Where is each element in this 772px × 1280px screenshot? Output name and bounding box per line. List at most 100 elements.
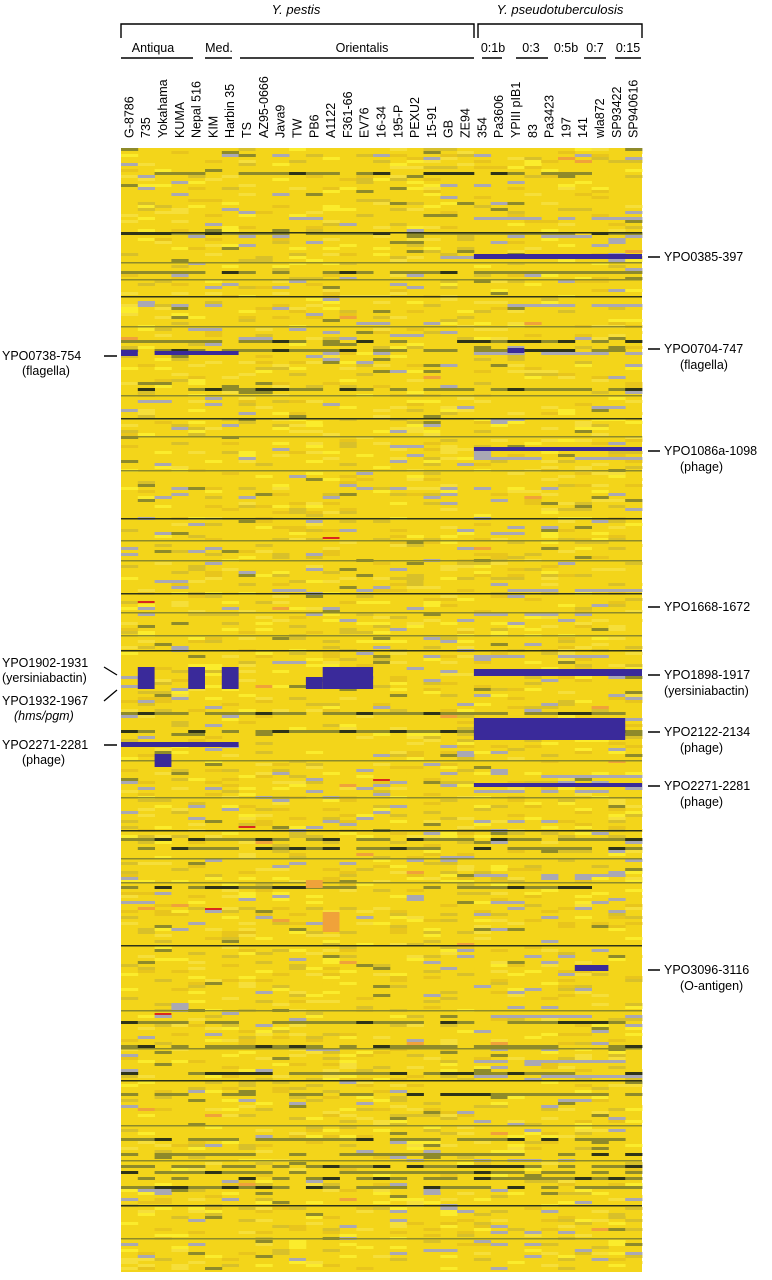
absent-ypo1898 (473, 669, 642, 676)
heatmap-cell (221, 1264, 239, 1267)
heatmap-cell (558, 217, 576, 220)
heatmap-cell (356, 769, 374, 772)
heatmap-cell (625, 697, 643, 700)
heatmap-cell (473, 349, 492, 352)
heatmap-cell (205, 1144, 223, 1147)
heatmap-cell (221, 379, 239, 382)
heatmap-cell (121, 1228, 139, 1231)
heatmap-cell (238, 1072, 256, 1075)
heatmap-cell (574, 280, 592, 283)
heatmap-cell (558, 1015, 576, 1018)
heatmap-cell (625, 847, 643, 850)
heatmap-cell (373, 1078, 391, 1081)
heatmap-cell (373, 1186, 391, 1189)
heatmap-cell (121, 739, 139, 742)
heatmap-cell (423, 271, 441, 274)
heatmap-cell (154, 532, 172, 535)
heatmap-cell (574, 1249, 592, 1252)
heatmap-cell (188, 364, 206, 367)
heatmap-cell (339, 931, 357, 934)
heatmap-cell (389, 661, 408, 664)
heatmap-cell (154, 904, 172, 907)
heatmap-cell (440, 511, 458, 514)
heatmap-cell (238, 949, 256, 952)
heatmap-cell (356, 1006, 374, 1009)
heatmap-cell (406, 763, 424, 766)
heatmap-cell (339, 1093, 357, 1096)
heatmap-cell (221, 934, 239, 937)
heatmap-cell (524, 502, 542, 505)
heatmap-cell (339, 658, 357, 661)
heatmap-cell (305, 505, 324, 508)
heatmap-cell (591, 838, 609, 841)
heatmap-cell (373, 763, 391, 766)
heatmap-cell (154, 322, 172, 325)
heatmap-cell (121, 553, 139, 556)
heatmap-cell (625, 460, 643, 463)
heatmap-cell (389, 1078, 408, 1081)
heatmap-cell (272, 781, 290, 784)
heatmap-cell (154, 694, 172, 697)
heatmap-cell (574, 970, 592, 973)
heatmap-cell (339, 1069, 357, 1072)
heatmap-cell (591, 1042, 609, 1045)
heatmap-cell (457, 247, 475, 250)
heatmap-cell (507, 574, 525, 577)
heatmap-cell (608, 1054, 626, 1057)
heatmap-cell (289, 697, 307, 700)
heatmap-cell (188, 1072, 206, 1075)
heatmap-cell (373, 970, 391, 973)
heatmap-cell (457, 892, 475, 895)
heatmap-cell (289, 1105, 307, 1108)
heatmap-cell (591, 946, 609, 949)
heatmap-cell (406, 421, 424, 424)
heatmap-cell (322, 820, 340, 823)
heatmap-cell (356, 847, 374, 850)
heatmap-cell (137, 163, 155, 166)
heatmap-cell (171, 229, 189, 232)
heatmap-cell (406, 625, 424, 628)
heatmap-cell (289, 1045, 307, 1048)
heatmap-cell (339, 1168, 357, 1171)
heatmap-cell (440, 919, 458, 922)
heatmap-cell (406, 838, 424, 841)
heatmap-cell (558, 781, 576, 784)
heatmap-cell (205, 1075, 223, 1078)
heatmap-cell (356, 1267, 374, 1270)
heatmap-cell (339, 1054, 357, 1057)
heatmap-cell (238, 214, 256, 217)
heatmap-cell (289, 778, 307, 781)
heatmap-cell (137, 1141, 155, 1144)
heatmap-cell (524, 739, 542, 742)
heatmap-cell (322, 646, 340, 649)
heatmap-cell (541, 1027, 559, 1030)
heatmap-cell (121, 820, 139, 823)
heatmap-cell (457, 865, 475, 868)
heatmap-cell (121, 826, 139, 829)
heatmap-cell (541, 886, 559, 889)
heatmap-cell (524, 442, 542, 445)
heatmap-cell (457, 172, 475, 175)
heatmap-cell (373, 1045, 391, 1048)
heatmap-cell (121, 445, 139, 448)
heatmap-cell (171, 208, 189, 211)
heatmap-cell (238, 928, 256, 931)
heatmap-cell (541, 847, 559, 850)
heatmap-cell (137, 907, 155, 910)
heatmap-cell (205, 286, 223, 289)
heatmap-cell (558, 1225, 576, 1228)
heatmap-cell (625, 421, 643, 424)
heatmap-cell (137, 1252, 155, 1255)
heatmap-cell (238, 1165, 256, 1168)
heatmap-cell (171, 463, 189, 466)
heatmap-cell (305, 853, 324, 856)
heatmap-cell (440, 322, 458, 325)
heatmap-cell (524, 340, 542, 343)
heatmap-cell (137, 1258, 155, 1261)
heatmap-cell (272, 619, 290, 622)
heatmap-cell (591, 994, 609, 997)
heatmap-cell (171, 283, 189, 286)
heatmap-cell (221, 754, 239, 757)
heatmap-cell (154, 451, 172, 454)
heatmap-cell (541, 202, 559, 205)
